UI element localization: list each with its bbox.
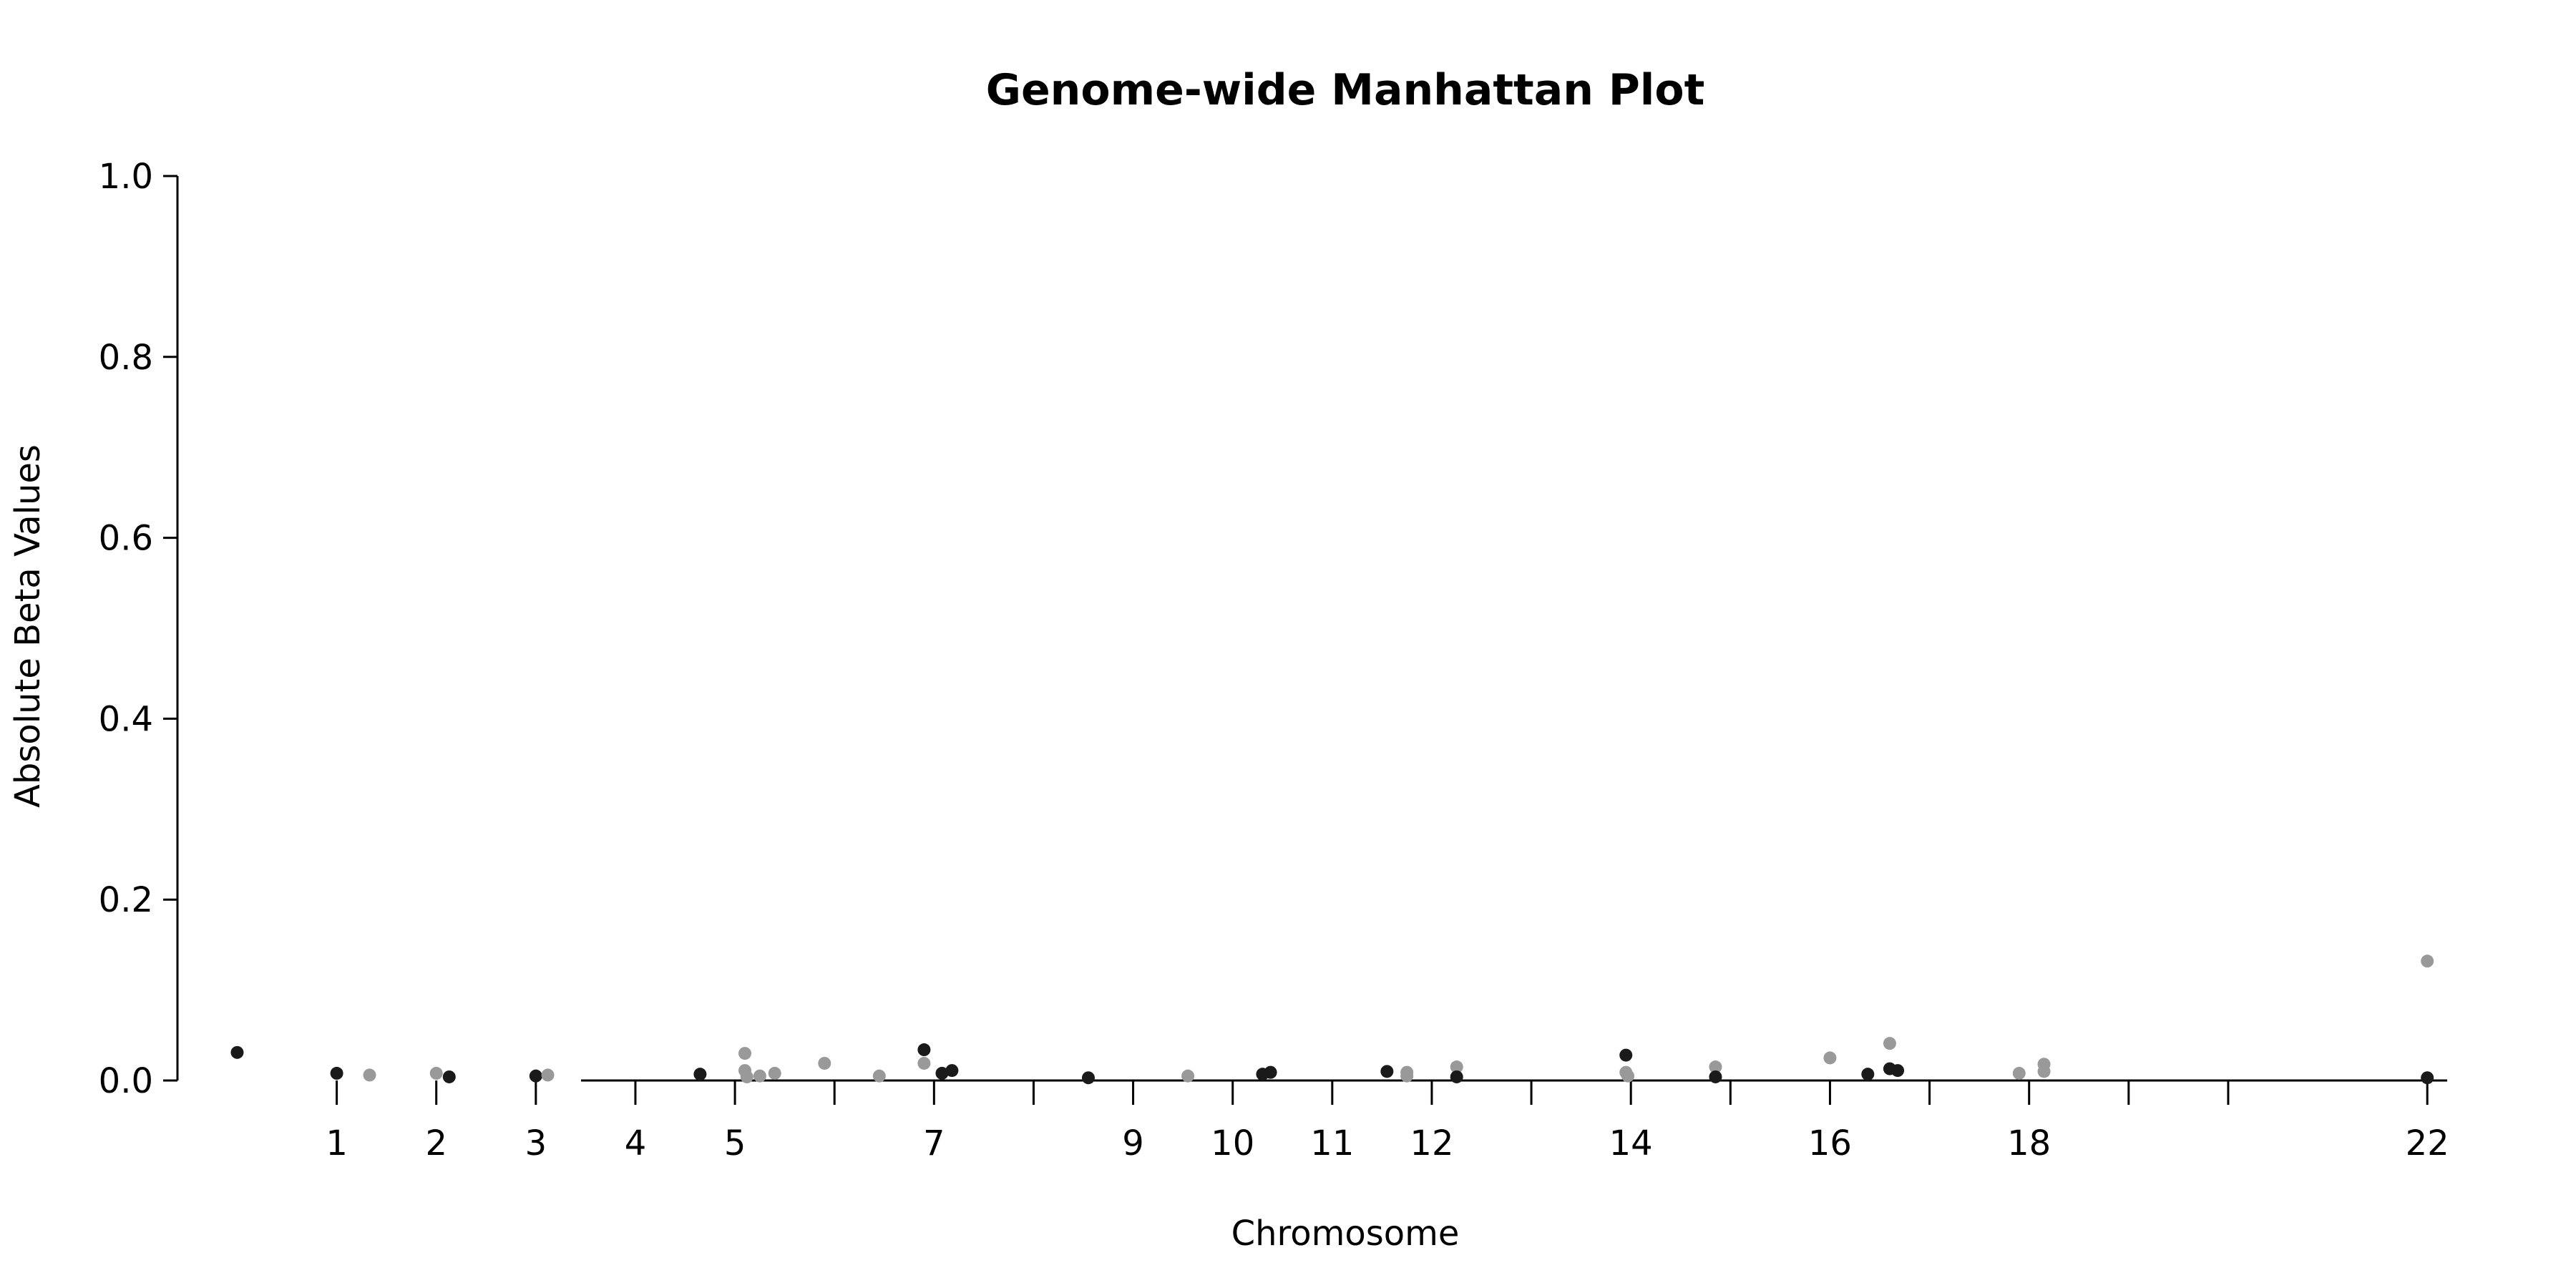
x-tick-label: 5 (724, 1123, 746, 1163)
x-tick-label: 7 (923, 1123, 945, 1163)
data-point (1181, 1069, 1195, 1083)
y-ticks: 0.0 0.2 0.4 0.6 0.8 1.0 (99, 157, 177, 1101)
data-point (541, 1068, 555, 1082)
y-tick-label: 0.8 (99, 338, 153, 378)
y-tick-label: 0.2 (99, 880, 153, 920)
data-point (2421, 1071, 2434, 1085)
y-tick-label: 0.4 (99, 699, 153, 739)
x-tick-label: 4 (625, 1123, 647, 1163)
x-tick-label: 11 (1310, 1123, 1354, 1163)
data-point (1621, 1069, 1635, 1083)
y-tick-label: 1.0 (99, 157, 153, 197)
data-point (529, 1069, 542, 1083)
data-point (917, 1043, 931, 1057)
data-point (872, 1069, 886, 1083)
data-point (1883, 1037, 1896, 1050)
data-point (1450, 1060, 1463, 1074)
data-point (1081, 1071, 1095, 1085)
data-point (363, 1068, 376, 1082)
data-point (1823, 1051, 1837, 1065)
y-axis-label: Absolute Beta Values (8, 444, 48, 808)
data-point (2037, 1065, 2051, 1078)
data-point (945, 1064, 959, 1078)
x-axis-label: Chromosome (1231, 1214, 1460, 1254)
data-point (1861, 1068, 1875, 1081)
x-tick-label: 10 (1211, 1123, 1254, 1163)
data-point (818, 1056, 831, 1070)
data-point (1264, 1065, 1277, 1079)
x-tick-label: 22 (2406, 1123, 2449, 1163)
data-point (1380, 1065, 1394, 1078)
y-tick-label: 0.6 (99, 519, 153, 559)
data-point (1709, 1060, 1722, 1074)
data-point (429, 1066, 443, 1080)
data-point (693, 1068, 707, 1081)
data-point (330, 1066, 343, 1080)
x-tick-label: 16 (1808, 1123, 1852, 1163)
x-tick-label: 3 (525, 1123, 547, 1163)
data-point (442, 1070, 456, 1083)
data-point (1400, 1069, 1414, 1083)
data-point (230, 1045, 244, 1059)
data-point (738, 1047, 751, 1060)
data-point (768, 1066, 781, 1080)
x-ticks: 1 2 3 4 5 7 9 10 11 12 14 16 18 22 (326, 1080, 2449, 1163)
x-tick-label: 2 (425, 1123, 447, 1163)
x-tick-label: 1 (326, 1123, 348, 1163)
x-tick-label: 9 (1122, 1123, 1144, 1163)
data-point (2012, 1066, 2026, 1080)
data-point (917, 1056, 931, 1070)
y-tick-label: 0.0 (99, 1061, 153, 1101)
x-tick-label: 14 (1609, 1123, 1653, 1163)
data-point (935, 1066, 949, 1080)
x-tick-label: 12 (1410, 1123, 1453, 1163)
data-point (1709, 1070, 1722, 1083)
data-point (1450, 1070, 1463, 1083)
data-point (740, 1070, 753, 1083)
data-points (230, 955, 2434, 1085)
x-tick-label: 18 (2007, 1123, 2051, 1163)
data-point (2421, 955, 2434, 968)
data-point (753, 1069, 766, 1083)
data-point (1891, 1064, 1905, 1078)
chart-title: Genome-wide Manhattan Plot (986, 65, 1705, 115)
data-point (1619, 1048, 1633, 1062)
